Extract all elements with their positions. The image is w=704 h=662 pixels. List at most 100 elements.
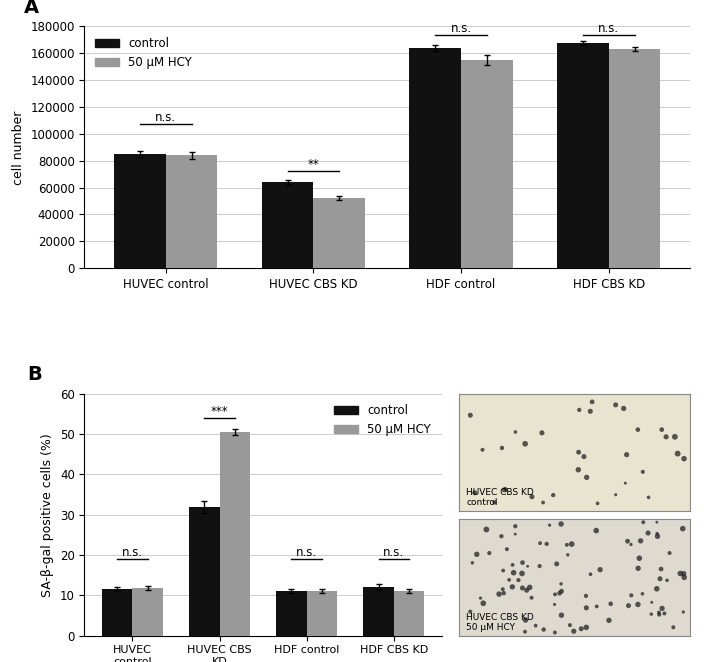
- Point: [620, 478, 631, 489]
- Point: [513, 575, 524, 585]
- Point: [591, 526, 602, 536]
- Point: [632, 424, 643, 435]
- Point: [510, 529, 521, 540]
- Point: [507, 559, 518, 570]
- Point: [651, 517, 662, 528]
- Point: [541, 539, 552, 549]
- Text: ***: ***: [210, 405, 228, 418]
- Point: [621, 449, 632, 460]
- Point: [580, 591, 591, 601]
- Point: [498, 485, 510, 495]
- Bar: [394, 591, 425, 636]
- Point: [679, 453, 690, 464]
- Point: [465, 410, 476, 420]
- Point: [465, 606, 476, 617]
- Point: [556, 586, 567, 596]
- Point: [510, 427, 521, 438]
- Point: [581, 472, 592, 483]
- Point: [527, 491, 538, 502]
- Bar: [114, 154, 165, 268]
- Point: [592, 498, 603, 508]
- Text: n.s.: n.s.: [383, 546, 404, 559]
- Point: [555, 610, 567, 620]
- Bar: [557, 42, 609, 268]
- Bar: [262, 182, 313, 268]
- Point: [520, 438, 531, 449]
- Point: [522, 561, 533, 571]
- Point: [471, 549, 482, 559]
- Point: [635, 536, 646, 546]
- Point: [679, 572, 690, 583]
- Text: B: B: [27, 365, 42, 384]
- Y-axis label: SA-β-gal positive cells (%): SA-β-gal positive cells (%): [42, 433, 54, 596]
- Point: [655, 564, 667, 575]
- Point: [477, 444, 488, 455]
- Point: [544, 520, 555, 530]
- Point: [652, 531, 663, 542]
- Point: [508, 567, 520, 578]
- Point: [530, 620, 541, 631]
- Point: [510, 521, 521, 532]
- Point: [573, 447, 584, 457]
- Point: [594, 565, 605, 575]
- Point: [670, 432, 681, 442]
- Point: [605, 598, 616, 609]
- Point: [554, 588, 565, 598]
- Point: [496, 443, 508, 453]
- Text: **: **: [308, 158, 319, 171]
- Text: A: A: [24, 0, 39, 17]
- Point: [664, 547, 675, 558]
- Point: [651, 583, 662, 594]
- Point: [497, 584, 508, 594]
- Point: [500, 483, 511, 494]
- Point: [564, 620, 575, 630]
- Point: [618, 403, 629, 414]
- Point: [653, 609, 665, 620]
- Point: [651, 528, 662, 539]
- Point: [653, 607, 665, 618]
- Text: n.s.: n.s.: [122, 546, 143, 559]
- Bar: [313, 199, 365, 268]
- Point: [634, 553, 645, 563]
- Text: HUVEC CBS KD
50 μM HCY: HUVEC CBS KD 50 μM HCY: [466, 612, 534, 632]
- Point: [526, 592, 537, 603]
- Point: [496, 531, 507, 542]
- Legend: control, 50 μM HCY: control, 50 μM HCY: [329, 400, 436, 441]
- Point: [475, 593, 486, 604]
- Point: [578, 451, 589, 462]
- Point: [655, 573, 666, 584]
- Point: [643, 492, 654, 502]
- Bar: [132, 588, 163, 636]
- Point: [637, 467, 648, 477]
- Point: [677, 524, 689, 534]
- Point: [656, 424, 667, 435]
- Point: [561, 540, 572, 550]
- Point: [548, 490, 559, 500]
- Text: n.s.: n.s.: [451, 22, 472, 34]
- Point: [610, 400, 622, 410]
- Point: [660, 432, 672, 442]
- Point: [637, 589, 648, 599]
- Point: [584, 406, 596, 416]
- Point: [551, 559, 562, 569]
- Point: [643, 528, 654, 538]
- Point: [537, 497, 548, 508]
- Point: [576, 624, 587, 634]
- Point: [498, 565, 509, 576]
- Point: [574, 404, 585, 415]
- Point: [498, 588, 510, 598]
- Point: [562, 549, 574, 560]
- Text: n.s.: n.s.: [296, 546, 318, 559]
- Point: [469, 487, 480, 498]
- Bar: [102, 589, 132, 636]
- Point: [501, 485, 512, 496]
- Point: [581, 622, 592, 633]
- Point: [672, 448, 684, 459]
- Point: [503, 575, 515, 585]
- Bar: [165, 156, 218, 268]
- Point: [517, 583, 528, 593]
- Point: [586, 397, 598, 407]
- Point: [661, 575, 672, 586]
- Point: [549, 589, 560, 600]
- Point: [467, 557, 478, 568]
